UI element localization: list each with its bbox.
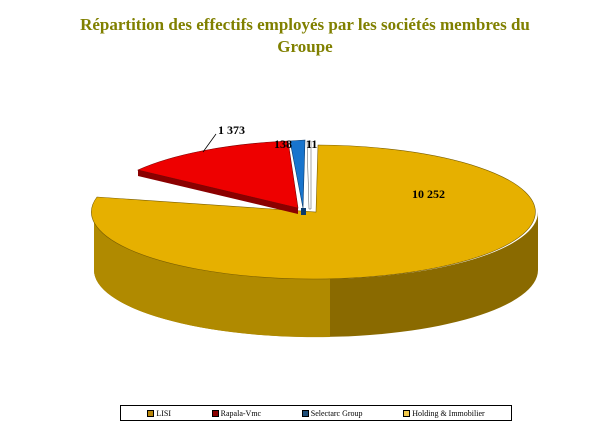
slice-holding <box>306 140 312 210</box>
leader-line-rapala <box>202 133 217 153</box>
legend-label-selectarc: Selectarc Group <box>310 408 363 418</box>
legend-item-rapala: Rapala-Vmc <box>211 408 262 418</box>
slice-rapala <box>137 140 299 209</box>
slice-main-side-front <box>93 212 330 338</box>
slice-selectarc <box>289 139 306 209</box>
chart-legend: LISI Rapala-Vmc Selectarc Group Holding … <box>120 405 512 421</box>
legend-label-lisi: LISI <box>156 408 171 418</box>
legend-swatch-holding <box>403 409 411 417</box>
chart-title: Répartition des effectifs employés par l… <box>30 14 580 58</box>
legend-item-lisi: LISI <box>147 409 171 418</box>
data-label-selectarc: 138 <box>274 137 292 151</box>
legend-swatch-selectarc <box>301 409 309 417</box>
data-label-holding: 11 <box>306 137 317 151</box>
data-label-rapala: 1 373 <box>218 123 245 137</box>
slice-selectarc-side <box>301 208 306 215</box>
chart-title-line-2: Groupe <box>277 37 333 56</box>
slice-main <box>91 144 536 280</box>
chart-title-line-1: Répartition des effectifs employés par l… <box>80 15 530 34</box>
legend-item-selectarc: Selectarc Group <box>301 408 363 418</box>
data-label-main: 10 252 <box>412 187 445 201</box>
slice-rapala-side <box>138 170 298 214</box>
legend-label-rapala: Rapala-Vmc <box>220 408 262 418</box>
legend-item-holding: Holding & Immobilier <box>403 408 485 418</box>
legend-label-holding: Holding & Immobilier <box>412 408 485 418</box>
legend-swatch-rapala <box>211 409 219 417</box>
legend-swatch-lisi <box>147 409 155 417</box>
